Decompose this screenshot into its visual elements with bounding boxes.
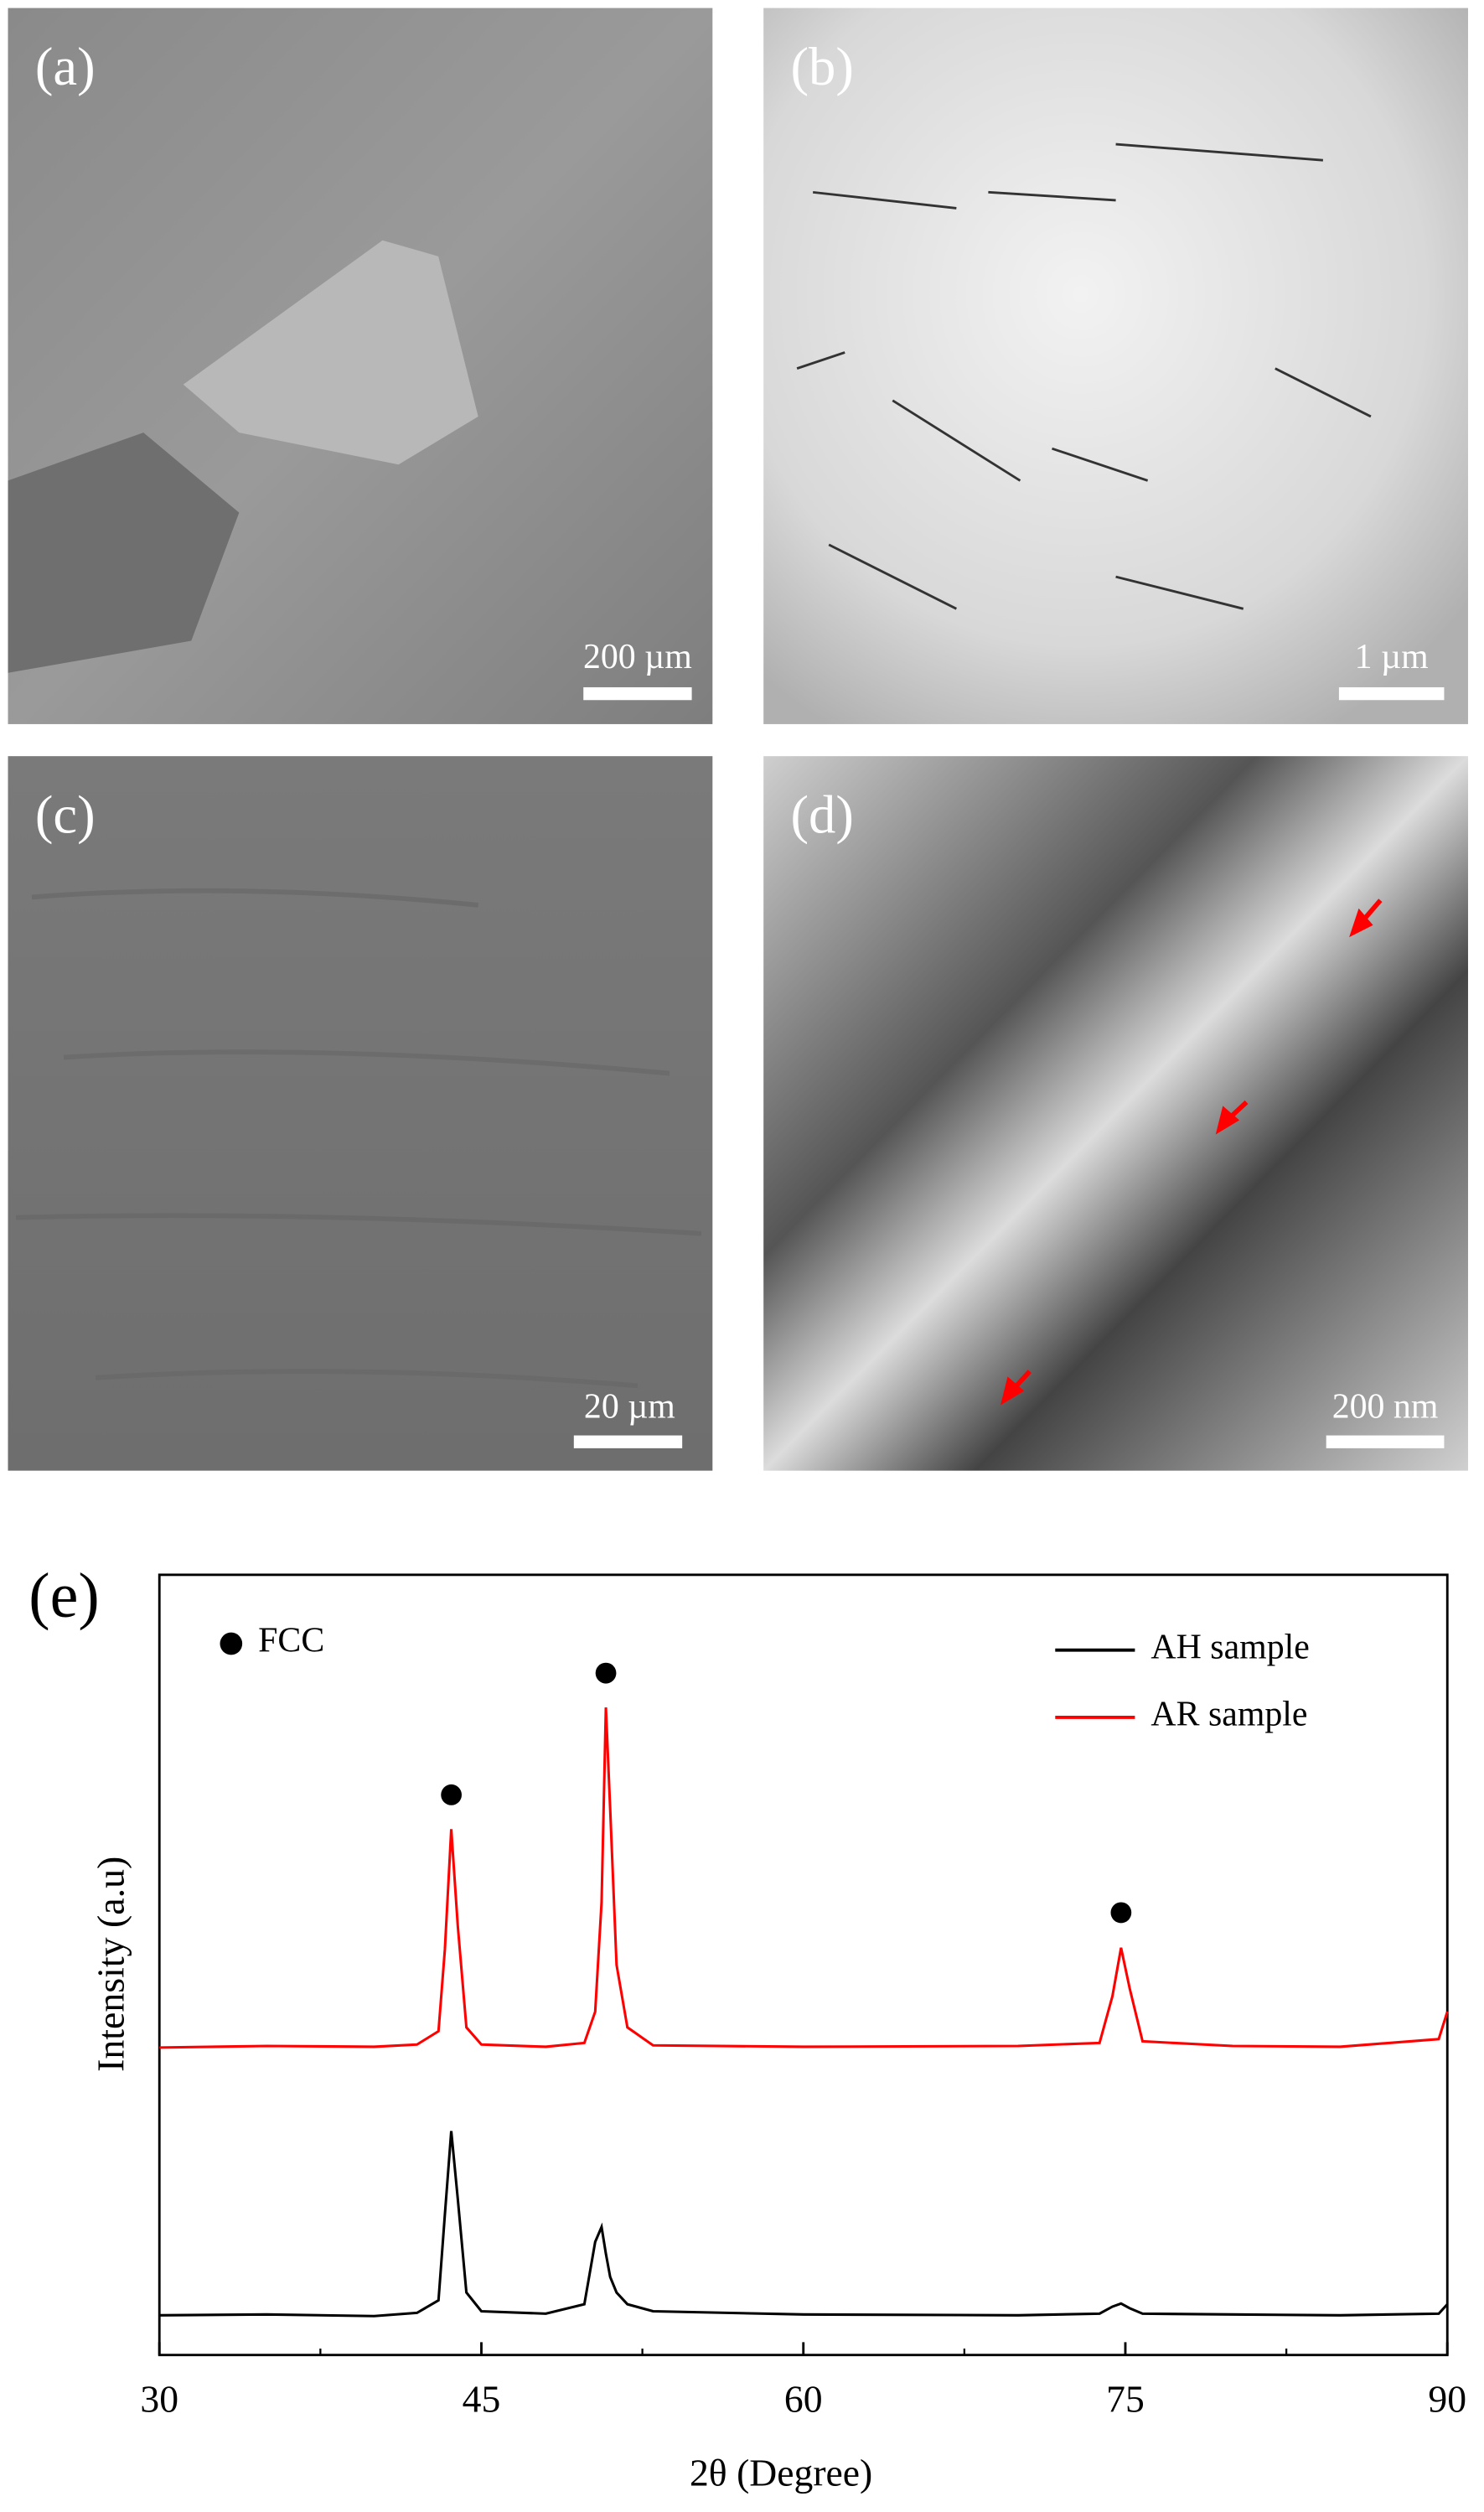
scale-bar xyxy=(1338,686,1445,701)
x-tick-label: 90 xyxy=(1428,2377,1466,2420)
annotation-marker xyxy=(220,1632,243,1655)
peak-marker xyxy=(1110,1902,1132,1924)
micrograph xyxy=(8,756,713,1471)
scale-bar xyxy=(1326,1435,1445,1448)
micrograph xyxy=(763,8,1468,724)
scale-bar xyxy=(583,686,692,701)
scale-bar-label: 20 µm xyxy=(584,1388,675,1427)
x-tick-label: 75 xyxy=(1106,2377,1145,2420)
grain xyxy=(8,432,240,673)
legend-label: AR sample xyxy=(1150,1696,1307,1734)
dislocations xyxy=(796,142,1372,610)
panel-label: (c) xyxy=(35,785,96,845)
annotation: FCC xyxy=(258,1622,324,1660)
x-tick-label: 45 xyxy=(463,2377,501,2420)
x-tick-label: 60 xyxy=(784,2377,823,2420)
panel-label: (d) xyxy=(791,785,854,845)
line xyxy=(159,2131,1449,2318)
panel-label: (b) xyxy=(791,37,854,97)
scale-bar-label: 200 nm xyxy=(1332,1388,1439,1427)
texture xyxy=(15,888,702,1389)
arrows xyxy=(1000,899,1383,1406)
plot-frame xyxy=(158,1573,1449,2357)
scale-bar-label: 200 µm xyxy=(583,638,692,676)
grain xyxy=(183,240,478,465)
y-axis-label: Intensity (a.u) xyxy=(90,1857,132,2072)
scale-bar-label: 1 µm xyxy=(1355,638,1429,676)
line xyxy=(159,1707,1449,2049)
panel-label: (a) xyxy=(35,37,96,97)
x-tick-label: 30 xyxy=(140,2377,178,2420)
scale-bar xyxy=(573,1435,683,1448)
peak-marker xyxy=(595,1662,617,1684)
micrograph xyxy=(763,756,1468,1471)
panel-label: (e) xyxy=(28,1561,99,1631)
legend-label: AH sample xyxy=(1150,1628,1309,1666)
x-axis-label: 2θ (Degree) xyxy=(690,2451,872,2494)
peak-marker xyxy=(441,1784,462,1805)
